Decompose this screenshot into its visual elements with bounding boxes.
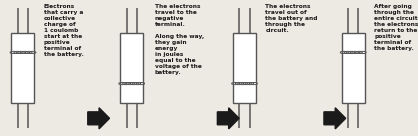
Text: After going
through the
entire circuit,
the electrons
return to the
positive
ter: After going through the entire circuit, … [374, 4, 418, 51]
FancyArrow shape [88, 108, 110, 129]
Text: The electrons
travel out of
the battery and
through the
circuit.: The electrons travel out of the battery … [265, 4, 318, 33]
Bar [342, 33, 364, 103]
Text: Electrons
that carry a
collective
charge of
1 coulomb
start at the
positive
term: Electrons that carry a collective charge… [44, 4, 84, 57]
Bar [11, 33, 34, 103]
FancyArrow shape [324, 108, 346, 129]
Bar [120, 33, 143, 103]
Bar [233, 33, 256, 103]
Text: The electrons
travel to the
negative
terminal.

Along the way,
they gain
energy
: The electrons travel to the negative ter… [155, 4, 204, 75]
FancyArrow shape [217, 108, 239, 129]
